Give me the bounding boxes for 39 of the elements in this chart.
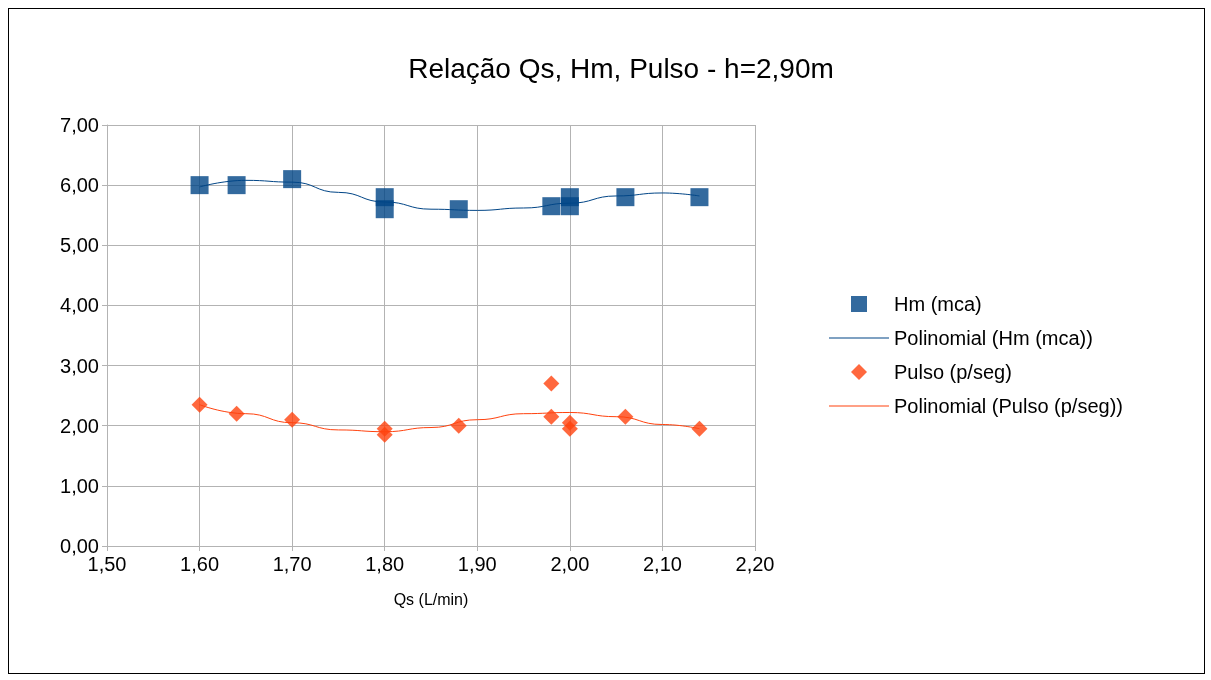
x-tick-label: 1,90: [457, 553, 497, 575]
point: [376, 426, 393, 443]
legend-label: Polinomial (Hm (mca)): [894, 327, 1093, 349]
x-tick-label: 1,70: [272, 553, 312, 575]
point: [227, 176, 246, 195]
y-tick-label: 6,00: [60, 174, 99, 197]
x-tick-label: 1,80: [365, 553, 405, 575]
y-tick-label: 3,00: [60, 354, 99, 377]
chart-title: Relação Qs, Hm, Pulso - h=2,90m: [408, 52, 834, 84]
point: [190, 176, 209, 195]
point: [543, 375, 560, 392]
legend-label: Hm (mca): [894, 293, 982, 315]
point: [283, 170, 302, 189]
point: [450, 417, 467, 434]
point: [449, 200, 468, 219]
x-tick-label: 2,10: [642, 553, 682, 575]
y-tick-label: 2,00: [60, 414, 99, 437]
y-tick-label: 1,00: [60, 474, 99, 497]
y-tick-label: 5,00: [60, 234, 99, 257]
point: [542, 197, 561, 216]
point: [617, 408, 634, 425]
y-tick-label: 4,00: [60, 294, 99, 317]
point: [561, 420, 578, 437]
point: [560, 197, 579, 216]
point: [543, 408, 560, 425]
x-axis-title: Qs (L/min): [393, 590, 469, 608]
point: [284, 411, 301, 428]
point: [228, 405, 245, 422]
x-tick-label: 1,60: [180, 553, 220, 575]
legend-label: Polinomial (Pulso (p/seg)): [894, 395, 1123, 417]
point: [690, 188, 709, 207]
y-tick-label: 7,00: [60, 114, 99, 136]
x-tick-label: 2,20: [735, 553, 775, 575]
point: [691, 420, 708, 437]
x-tick-label: 2,00: [550, 553, 590, 575]
point: [191, 396, 208, 413]
point: [375, 200, 394, 219]
point: [616, 188, 635, 207]
legend-label: Pulso (p/seg): [894, 361, 1012, 383]
